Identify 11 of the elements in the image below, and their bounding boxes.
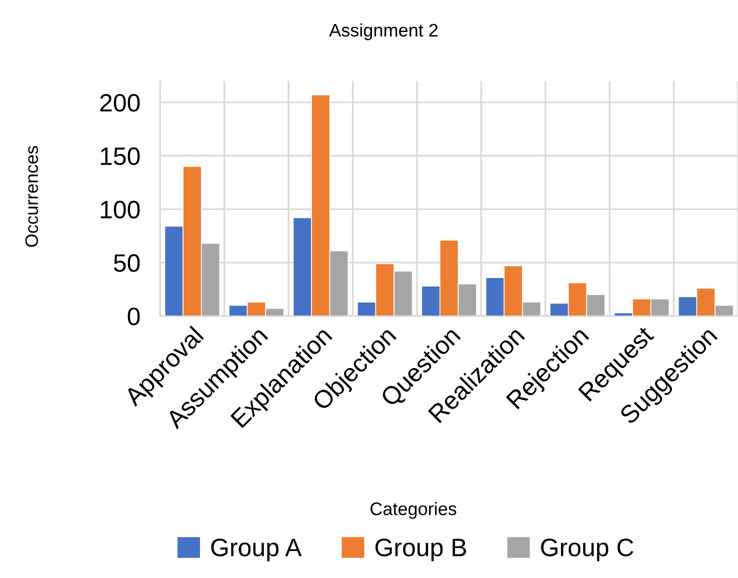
legend-label: Group B — [375, 538, 466, 562]
y-axis-title: Occurrences — [25, 146, 38, 247]
legend-label: Group A — [211, 538, 302, 562]
y-tick-label: 100 — [100, 200, 140, 218]
x-axis-title: Categories — [370, 502, 456, 519]
y-tick-label: 0 — [128, 308, 140, 326]
y-tick-label: 150 — [100, 147, 140, 166]
y-tick-label: 200 — [100, 94, 140, 112]
legend-label: Group C — [541, 538, 634, 562]
chart-title: Assignment 2 — [329, 23, 438, 40]
y-tick-label: 50 — [114, 254, 140, 272]
